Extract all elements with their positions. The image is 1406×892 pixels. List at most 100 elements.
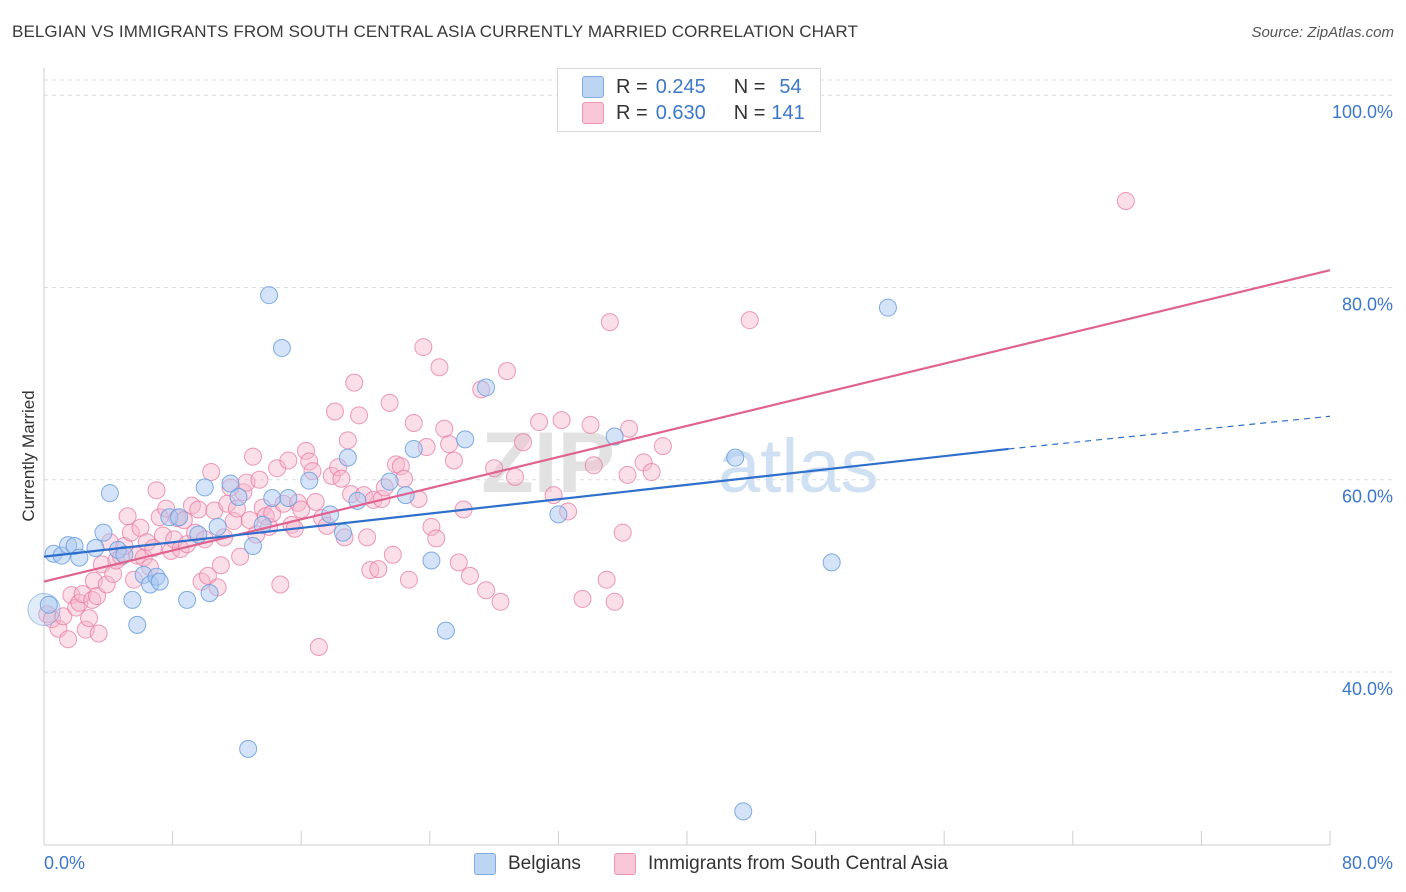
immigrants-point: [231, 547, 250, 566]
y-tick-labels: 40.0% 60.0% 80.0% 100.0%: [1332, 102, 1393, 699]
belgians-point: [338, 448, 357, 467]
belgians-point: [195, 478, 214, 497]
immigrants-point: [642, 463, 661, 482]
belgians-point: [878, 298, 897, 317]
immigrants-point: [306, 492, 325, 511]
immigrants-point: [243, 447, 262, 466]
bottom-legend-immigrants-label: Immigrants from South Central Asia: [648, 853, 948, 874]
immigrants-point: [189, 500, 208, 519]
legend-n-label: N =: [733, 101, 766, 124]
immigrants-point: [325, 402, 344, 421]
immigrants-point: [358, 528, 377, 547]
legend-r-value: 0.630: [655, 101, 706, 124]
belgians-point: [128, 615, 147, 634]
belgians-point: [380, 472, 399, 491]
immigrants-point: [332, 469, 351, 488]
immigrants-point: [530, 413, 549, 432]
immigrants-point: [97, 575, 116, 594]
belgians-point: [200, 584, 219, 603]
immigrants-point: [399, 570, 418, 589]
immigrants-point: [271, 575, 290, 594]
bottom-legend-belgians-label: Belgians: [508, 853, 581, 874]
belgians-point: [170, 508, 189, 527]
belgians-point: [436, 621, 455, 640]
immigrants-point: [605, 592, 624, 611]
belgians-point: [94, 523, 113, 542]
belgians-point: [605, 427, 624, 446]
bottom-swatch-immigrants: [614, 853, 636, 875]
y-tick-label: 60.0%: [1342, 487, 1393, 507]
trendlines: [43, 269, 1331, 583]
legend-r-label: R =: [616, 101, 648, 124]
immigrants-point: [618, 465, 637, 484]
stats-legend: R = 0.245 N = 54 R = 0.630 N = 141: [557, 68, 821, 132]
immigrants-point: [440, 435, 459, 454]
belgians-point: [208, 517, 227, 536]
legend-n-value: 54: [779, 75, 802, 98]
bottom-swatch-belgians: [474, 853, 496, 875]
legend-swatch-belgians: [582, 76, 604, 98]
immigrants-point: [597, 570, 616, 589]
immigrants-point: [80, 609, 99, 628]
immigrants-point: [89, 624, 108, 643]
immigrants-point: [414, 338, 433, 357]
belgians-trendline-extension: [1008, 415, 1331, 450]
immigrants-point: [491, 592, 510, 611]
legend-r-label: R =: [616, 75, 648, 98]
belgians-point: [260, 286, 279, 305]
y-tick-label: 40.0%: [1342, 679, 1393, 699]
immigrants-point: [514, 433, 533, 452]
belgians-point: [456, 430, 475, 449]
belgians-point: [221, 474, 240, 493]
belgians-point: [726, 448, 745, 467]
immigrants-point: [427, 529, 446, 548]
belgians-point: [86, 538, 105, 557]
belgians-point: [279, 488, 298, 507]
belgians-point: [333, 523, 352, 542]
immigrants-point: [350, 406, 369, 425]
immigrants-point: [552, 411, 571, 430]
immigrants-point: [584, 456, 603, 475]
belgians-point: [734, 802, 753, 821]
immigrants-point: [620, 419, 639, 438]
y-tick-label: 80.0%: [1342, 294, 1393, 314]
y-axis-title: Currently Married: [19, 390, 38, 521]
y-tick-label: 100.0%: [1332, 102, 1393, 122]
immigrants-point: [653, 437, 672, 456]
immigrants-point: [88, 587, 107, 606]
belgians-point: [178, 590, 197, 609]
belgians-point: [404, 439, 423, 458]
immigrants-point: [573, 589, 592, 608]
immigrants-point: [581, 415, 600, 434]
immigrants-point: [292, 500, 311, 519]
immigrants-point: [383, 545, 402, 564]
immigrants-point: [460, 566, 479, 585]
immigrants-point: [449, 553, 468, 572]
immigrants-point: [211, 556, 230, 575]
legend-n-label: N =: [733, 75, 766, 98]
immigrants-point: [477, 581, 496, 600]
belgians-point: [150, 572, 169, 591]
belgians-point: [549, 505, 568, 524]
immigrants-point: [59, 630, 78, 649]
belgians-point: [263, 488, 282, 507]
immigrants-point: [369, 560, 388, 579]
legend-row-immigrants: R = 0.630 N = 141: [582, 100, 805, 126]
chart-title: BELGIAN VS IMMIGRANTS FROM SOUTH CENTRAL…: [12, 22, 858, 41]
immigrants-point: [73, 585, 92, 604]
immigrants-point: [147, 481, 166, 500]
x-axis-max-label: 80.0%: [1342, 853, 1393, 873]
source-label: Source: ZipAtlas.com: [1251, 24, 1394, 41]
immigrants-point: [250, 470, 269, 489]
legend-row-belgians: R = 0.245 N = 54: [582, 74, 802, 100]
x-axis-min-label: 0.0%: [44, 853, 85, 873]
immigrants-trendline: [43, 269, 1331, 583]
immigrants-point: [345, 373, 364, 392]
immigrants-point: [54, 607, 73, 626]
immigrants-point: [1116, 191, 1135, 210]
immigrants-point: [600, 313, 619, 332]
immigrants-point: [430, 358, 449, 377]
immigrants-point: [202, 463, 221, 482]
immigrants-point: [497, 362, 516, 381]
